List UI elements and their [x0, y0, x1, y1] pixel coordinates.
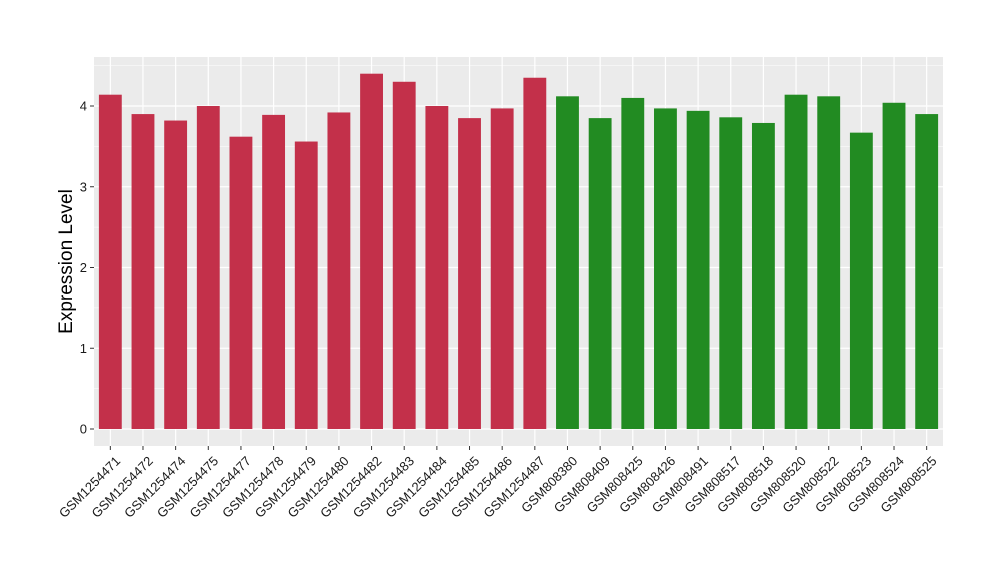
bar-GSM1254479	[294, 141, 318, 429]
bar-GSM808491	[686, 110, 710, 429]
x-axis: GSM1254471GSM1254472GSM1254474GSM1254475…	[56, 446, 940, 521]
bar-GSM1254475	[196, 106, 220, 429]
bar-GSM808425	[621, 97, 645, 430]
bar-GSM1254483	[392, 81, 416, 430]
bar-GSM1254471	[98, 94, 122, 429]
bar-GSM808409	[588, 118, 612, 430]
bar-GSM1254477	[229, 136, 253, 429]
bar-GSM1254480	[327, 112, 351, 430]
y-tick-label: 4	[80, 99, 87, 114]
bar-GSM1254486	[490, 108, 514, 430]
bar-GSM808524	[882, 102, 906, 430]
y-axis: 0 1 2 3 4	[80, 99, 94, 437]
bar-GSM808525	[915, 114, 939, 429]
y-tick-label: 0	[80, 422, 87, 437]
bar-GSM808426	[654, 108, 677, 430]
bar-GSM1254478	[262, 114, 286, 429]
bar-GSM1254472	[131, 114, 155, 429]
plot-panel	[94, 57, 943, 446]
bar-GSM808522	[817, 96, 841, 429]
y-tick-label: 1	[80, 341, 87, 356]
bar-GSM1254482	[360, 73, 383, 429]
bar-GSM1254484	[425, 106, 449, 429]
bar-GSM808380	[556, 96, 579, 429]
y-tick-label: 2	[80, 260, 87, 275]
y-tick-label: 3	[80, 179, 87, 194]
bars	[98, 73, 939, 430]
bar-GSM808517	[719, 117, 743, 430]
bar-GSM808523	[849, 132, 873, 429]
bar-GSM1254485	[458, 118, 481, 430]
bar-GSM1254487	[523, 77, 547, 430]
bar-GSM1254474	[164, 120, 188, 429]
bar-GSM808518	[751, 122, 775, 430]
bar-GSM808520	[784, 94, 808, 429]
y-axis-title: Expression Level	[56, 189, 77, 334]
